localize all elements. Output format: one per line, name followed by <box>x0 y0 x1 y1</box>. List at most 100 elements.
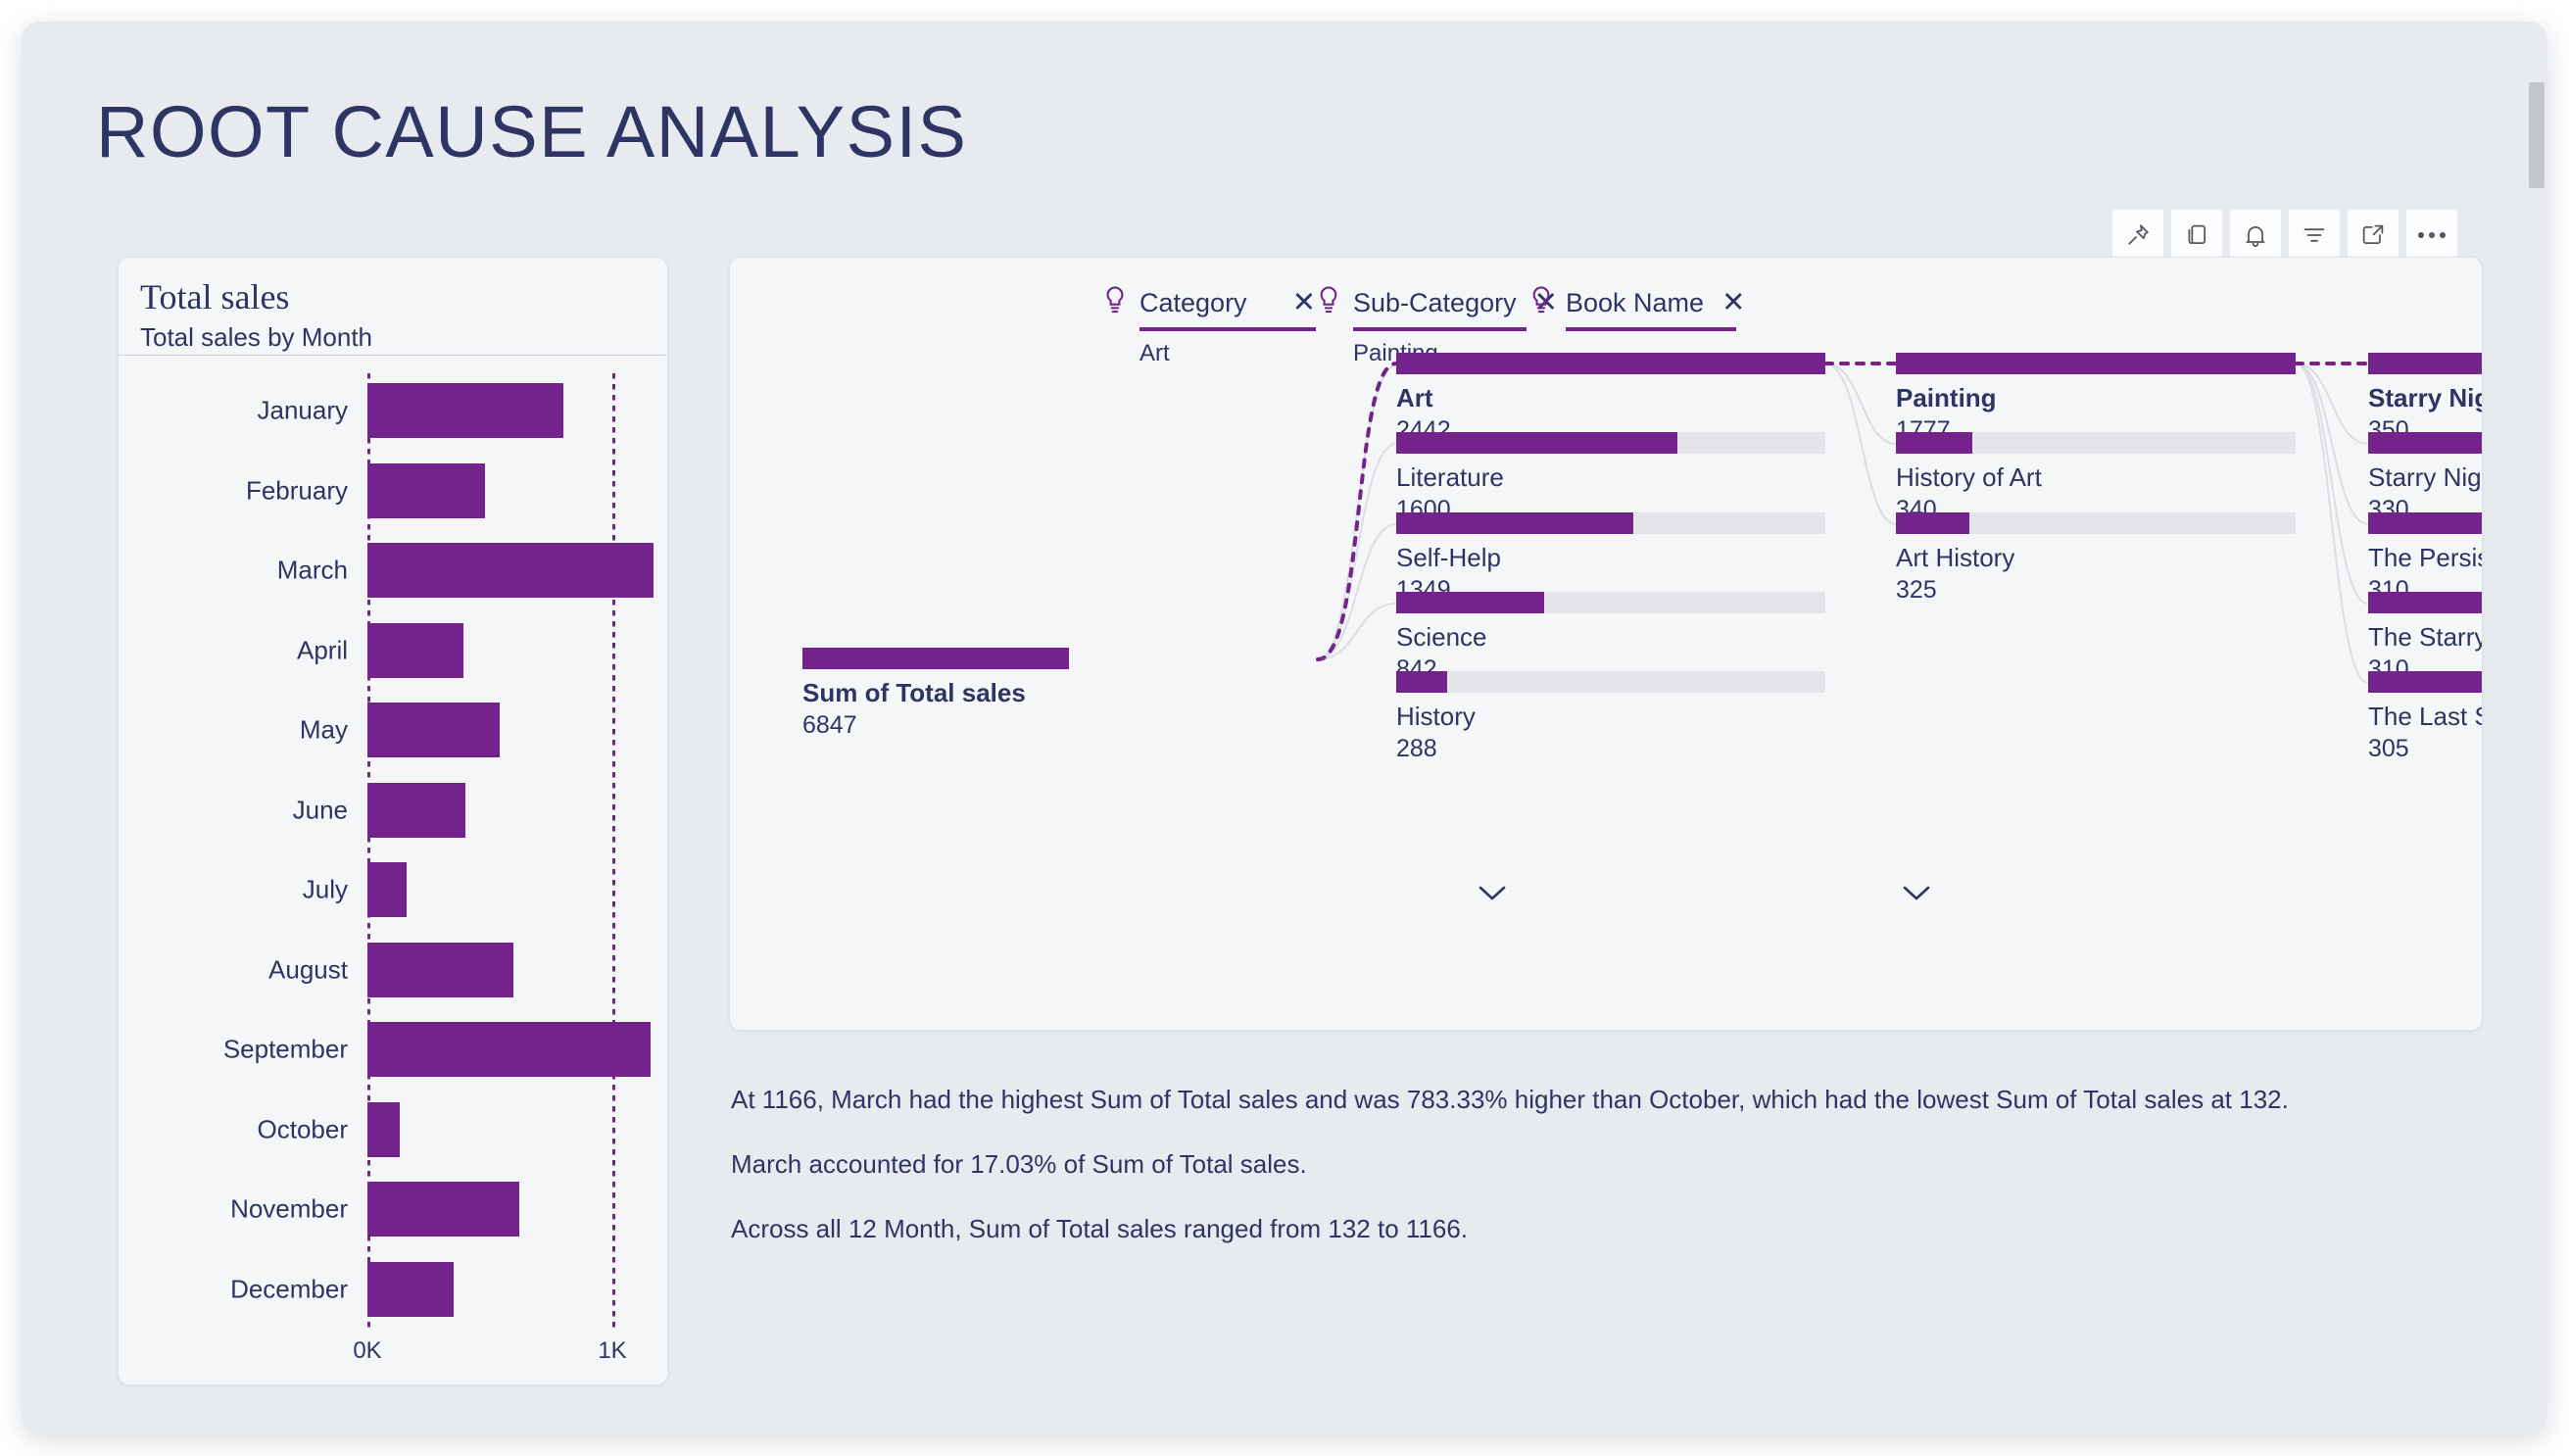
close-level-icon[interactable]: ✕ <box>1721 287 1746 318</box>
node-bar-track <box>1896 512 2296 534</box>
bar[interactable] <box>367 1022 651 1077</box>
bar[interactable] <box>367 782 465 838</box>
node-bar-fill <box>802 648 1069 669</box>
alert-button[interactable] <box>2230 210 2281 261</box>
page-scrollbar-thumb[interactable] <box>2529 82 2545 188</box>
tree-node-bookname[interactable]: The Persistence of Mem…310 <box>2368 512 2482 605</box>
bar[interactable] <box>367 622 463 678</box>
tree-level-underline <box>1566 327 1736 331</box>
bar-chart-row[interactable]: March <box>119 533 667 607</box>
node-bar-track <box>2368 671 2482 693</box>
bar-chart-row[interactable]: July <box>119 852 667 927</box>
tree-level-header-1[interactable]: Category ✕ Art <box>1102 285 1316 367</box>
bar-category-label: June <box>292 795 348 824</box>
bar[interactable] <box>367 703 500 757</box>
bar-chart-row[interactable]: November <box>119 1172 667 1246</box>
tree-node-bookname[interactable]: Starry Nights and Van …350 <box>2368 353 2482 445</box>
node-bar-fill <box>1396 671 1447 693</box>
tree-node-subcategory[interactable]: Art History 325 <box>1896 512 2296 605</box>
tree-node-category[interactable]: Literature 1600 <box>1396 432 1826 524</box>
node-bar-track <box>1896 353 2296 374</box>
expand-category-chevron[interactable] <box>1475 881 1510 909</box>
close-level-icon[interactable]: ✕ <box>1291 287 1316 318</box>
tree-level-underline <box>1139 327 1316 331</box>
x-axis-tick-label: 1K <box>598 1337 627 1364</box>
bar-chart-row[interactable]: September <box>119 1012 667 1087</box>
bar-category-label: August <box>268 954 348 984</box>
bar[interactable] <box>367 862 407 917</box>
node-label: Art <box>1396 383 1433 413</box>
node-label: History <box>1396 702 1476 731</box>
lightbulb-icon[interactable] <box>1102 285 1128 321</box>
tree-node-category[interactable]: Self-Help 1349 <box>1396 512 1826 605</box>
bar-category-label: February <box>245 475 348 505</box>
bar-chart-row[interactable]: August <box>119 933 667 1007</box>
tree-node-category[interactable]: Art 2442 <box>1396 353 1826 445</box>
node-label: History of Art <box>1896 462 2042 492</box>
node-bar-track <box>1396 353 1826 374</box>
pin-button[interactable] <box>2112 210 2163 261</box>
node-label: The Last Supper <box>2368 702 2482 731</box>
page-scrollbar-track[interactable] <box>2526 22 2547 1434</box>
bar[interactable] <box>367 1101 400 1157</box>
bar-chart-row[interactable]: January <box>119 373 667 448</box>
lightbulb-icon[interactable] <box>1528 285 1554 321</box>
tree-node-bookname[interactable]: The Last Supper 305 <box>2368 671 2482 763</box>
bar-chart-row[interactable]: June <box>119 773 667 848</box>
node-bar-track <box>2368 432 2482 454</box>
tree-level-selected-value: Art <box>1139 340 1170 366</box>
bar[interactable] <box>367 383 563 438</box>
node-bar-fill <box>2368 432 2482 454</box>
filter-icon <box>2301 221 2328 249</box>
node-label: Art History <box>1896 543 2015 572</box>
bar-chart-title: Total sales <box>140 277 290 316</box>
bar[interactable] <box>367 1182 519 1237</box>
node-bar-track <box>1896 432 2296 454</box>
tree-level-underline <box>1353 327 1527 331</box>
node-bar-track <box>2368 512 2482 534</box>
tree-node-bookname[interactable]: The Starry Night310 <box>2368 592 2482 684</box>
insight-line: At 1166, March had the highest Sum of To… <box>731 1085 2289 1114</box>
bar[interactable] <box>367 543 654 598</box>
bar-chart-row[interactable]: October <box>119 1092 667 1167</box>
node-bar-fill <box>2368 353 2482 374</box>
filter-button[interactable] <box>2289 210 2340 261</box>
tree-level-header-3[interactable]: Book Name ✕ <box>1528 285 1745 340</box>
bar[interactable] <box>367 942 513 997</box>
bar-category-label: January <box>257 395 349 425</box>
tree-node-bookname[interactable]: Starry Night Over the Rh…330 <box>2368 432 2482 524</box>
tree-node-category[interactable]: History 288 <box>1396 671 1826 763</box>
node-value: 6847 <box>802 711 857 739</box>
node-label: Literature <box>1396 462 1504 492</box>
bar-category-label: March <box>276 555 348 585</box>
total-sales-bar-chart-card[interactable]: Total sales Total sales by Month 0K 1K Jan… <box>118 257 668 1385</box>
tree-node-subcategory[interactable]: Painting 1777 <box>1896 353 2296 445</box>
node-label: The Persistence of Mem… <box>2368 543 2482 572</box>
decomposition-tree-card[interactable]: Category ✕ Art Sub-Category ✕ Painting Book Na… <box>729 257 2483 1031</box>
bar-chart-subtitle: Total sales by Month <box>140 321 373 352</box>
node-label: Sum of Total sales <box>802 678 1026 707</box>
bar-category-label: May <box>299 714 348 745</box>
copy-button[interactable] <box>2171 210 2222 261</box>
lightbulb-icon[interactable] <box>1316 285 1341 321</box>
node-bar-track <box>1396 671 1826 693</box>
tree-root-node[interactable]: Sum of Total sales 6847 <box>802 648 1069 740</box>
bar[interactable] <box>367 1261 454 1317</box>
visual-toolbar <box>2112 210 2457 261</box>
bar-chart-row[interactable]: May <box>119 693 667 767</box>
node-bar-track <box>1396 512 1826 534</box>
tree-node-subcategory[interactable]: History of Art 340 <box>1896 432 2296 524</box>
bar-category-label: July <box>302 874 348 904</box>
bar-chart-row[interactable]: April <box>119 613 667 688</box>
tree-level-name: Category <box>1139 288 1247 317</box>
focus-mode-button[interactable] <box>2348 210 2399 261</box>
bar-chart-row[interactable]: December <box>119 1252 667 1327</box>
node-bar-fill <box>1396 353 1826 374</box>
more-options-button[interactable] <box>2406 210 2457 261</box>
tree-level-name: Sub-Category <box>1353 288 1517 317</box>
tree-node-category[interactable]: Science 842 <box>1396 592 1826 684</box>
copy-icon <box>2183 221 2210 249</box>
bar[interactable] <box>367 462 485 518</box>
bar-chart-row[interactable]: February <box>119 454 667 528</box>
expand-bookname-chevron[interactable] <box>1899 881 1934 909</box>
